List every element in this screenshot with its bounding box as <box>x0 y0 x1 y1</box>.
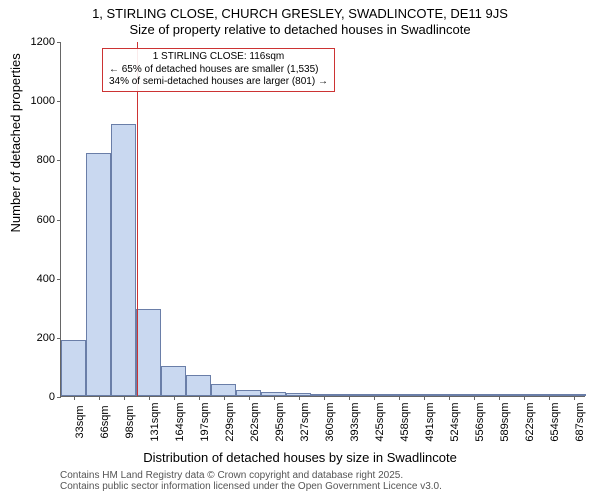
y-tick-mark <box>57 160 61 161</box>
x-tick-label: 197sqm <box>199 402 211 441</box>
x-tick-label: 556sqm <box>474 402 486 441</box>
y-tick-label: 1000 <box>31 95 55 107</box>
x-tick-label: 164sqm <box>174 402 186 441</box>
x-tick-mark <box>574 396 575 400</box>
x-tick-mark <box>74 396 75 400</box>
x-tick-label: 131sqm <box>149 402 161 441</box>
x-tick-mark <box>399 396 400 400</box>
x-tick-mark <box>324 396 325 400</box>
y-tick-label: 400 <box>37 273 55 285</box>
x-tick-label: 458sqm <box>399 402 411 441</box>
footer-line2: Contains public sector information licen… <box>60 481 442 492</box>
marker-line <box>137 42 138 396</box>
x-tick-label: 589sqm <box>499 402 511 441</box>
y-tick-mark <box>57 42 61 43</box>
x-tick-mark <box>249 396 250 400</box>
bar <box>161 366 186 396</box>
x-tick-label: 295sqm <box>274 402 286 441</box>
y-tick-label: 200 <box>37 332 55 344</box>
y-tick-mark <box>57 338 61 339</box>
chart-title: 1, STIRLING CLOSE, CHURCH GRESLEY, SWADL… <box>0 6 600 21</box>
footer-line1: Contains HM Land Registry data © Crown c… <box>60 470 442 481</box>
x-tick-mark <box>374 396 375 400</box>
x-tick-mark <box>524 396 525 400</box>
x-tick-label: 425sqm <box>374 402 386 441</box>
y-tick-mark <box>57 101 61 102</box>
footer-attribution: Contains HM Land Registry data © Crown c… <box>60 470 442 492</box>
x-tick-label: 98sqm <box>124 405 136 438</box>
x-tick-mark <box>299 396 300 400</box>
annotation-box: 1 STIRLING CLOSE: 116sqm← 65% of detache… <box>102 48 335 92</box>
x-tick-mark <box>149 396 150 400</box>
x-axis-label: Distribution of detached houses by size … <box>0 450 600 465</box>
x-tick-label: 327sqm <box>299 402 311 441</box>
x-tick-label: 687sqm <box>574 402 586 441</box>
x-tick-label: 360sqm <box>324 402 336 441</box>
plot-area: 02004006008001000120033sqm66sqm98sqm131s… <box>60 42 585 397</box>
x-tick-label: 393sqm <box>349 402 361 441</box>
y-tick-mark <box>57 220 61 221</box>
x-tick-mark <box>224 396 225 400</box>
chart-container: 1, STIRLING CLOSE, CHURCH GRESLEY, SWADL… <box>0 0 600 500</box>
x-tick-label: 229sqm <box>224 402 236 441</box>
bar <box>86 153 111 396</box>
x-tick-label: 262sqm <box>249 402 261 441</box>
x-tick-mark <box>349 396 350 400</box>
bar <box>211 384 236 396</box>
x-tick-label: 491sqm <box>424 402 436 441</box>
x-tick-mark <box>124 396 125 400</box>
y-axis-label: Number of detached properties <box>8 53 23 232</box>
y-tick-label: 1200 <box>31 36 55 48</box>
x-tick-mark <box>449 396 450 400</box>
bar <box>186 375 211 396</box>
x-tick-label: 66sqm <box>99 405 111 438</box>
annotation-line3: 34% of semi-detached houses are larger (… <box>109 76 328 89</box>
bar <box>136 309 161 396</box>
x-tick-label: 524sqm <box>449 402 461 441</box>
x-tick-label: 654sqm <box>549 402 561 441</box>
x-tick-mark <box>549 396 550 400</box>
x-tick-mark <box>174 396 175 400</box>
bar <box>61 340 86 396</box>
annotation-line2: ← 65% of detached houses are smaller (1,… <box>109 64 328 77</box>
x-tick-mark <box>499 396 500 400</box>
y-tick-label: 600 <box>37 214 55 226</box>
bar <box>111 124 136 396</box>
annotation-line1: 1 STIRLING CLOSE: 116sqm <box>109 51 328 64</box>
y-tick-mark <box>57 279 61 280</box>
x-tick-mark <box>99 396 100 400</box>
y-tick-label: 0 <box>49 391 55 403</box>
x-tick-mark <box>274 396 275 400</box>
x-tick-label: 622sqm <box>524 402 536 441</box>
x-tick-label: 33sqm <box>74 405 86 438</box>
x-tick-mark <box>424 396 425 400</box>
x-tick-mark <box>474 396 475 400</box>
y-tick-mark <box>57 397 61 398</box>
y-tick-label: 800 <box>37 154 55 166</box>
x-tick-mark <box>199 396 200 400</box>
chart-subtitle: Size of property relative to detached ho… <box>0 22 600 37</box>
